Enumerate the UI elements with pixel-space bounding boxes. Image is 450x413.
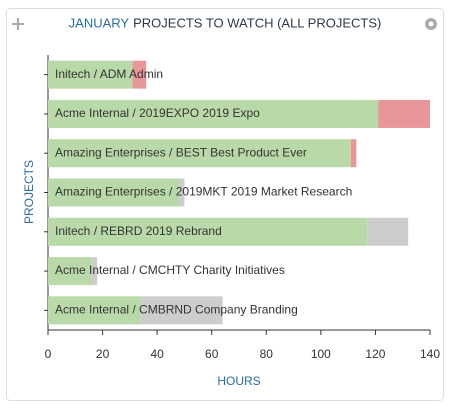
bar-segment [178,178,185,207]
x-tick-label: 140 [420,347,440,361]
chart-title: PROJECTS TO WATCH (ALL PROJECTS) [133,15,381,30]
bar-segment [48,296,141,325]
x-tick-label: 40 [150,347,164,361]
x-tick-label: 60 [205,347,219,361]
bar-segment [48,257,92,286]
bar-segment [140,296,223,325]
bar-label: Amazing Enterprises / BEST Best Product … [55,145,307,159]
x-tick-label: 120 [365,347,385,361]
bar-label: Initech / ADM Admin [55,67,163,81]
bar-segment [48,139,351,168]
title-highlight: JANUARY [69,15,130,30]
bar-label: Acme Internal / 2019EXPO 2019 Expo [55,106,260,120]
bar-segment [48,217,368,246]
bar-segment [91,257,98,286]
bar-segment [367,217,409,246]
bar-segment [132,60,147,89]
bar-label: Acme Internal / CMBRND Company Branding [55,303,298,317]
x-axis-label: HOURS [217,374,260,388]
bar-label: Amazing Enterprises / 2019MKT 2019 Marke… [55,185,352,199]
x-tick-label: 100 [311,347,331,361]
settings-icon[interactable] [425,18,437,30]
bar-segment [378,99,430,128]
bar-label: Acme Internal / CMCHTY Charity Initiativ… [55,263,285,277]
bar-segment [48,99,379,128]
x-tick-label: 0 [45,347,52,361]
y-axis-label: PROJECTS [22,160,36,224]
x-tick-label: 80 [260,347,274,361]
x-tick-label: 20 [96,347,110,361]
bar-segment [350,139,357,168]
move-icon[interactable] [12,18,24,30]
bar-segment [48,178,179,207]
bar-segment [48,60,133,89]
bar-label: Initech / REBRD 2019 Rebrand [55,224,222,238]
